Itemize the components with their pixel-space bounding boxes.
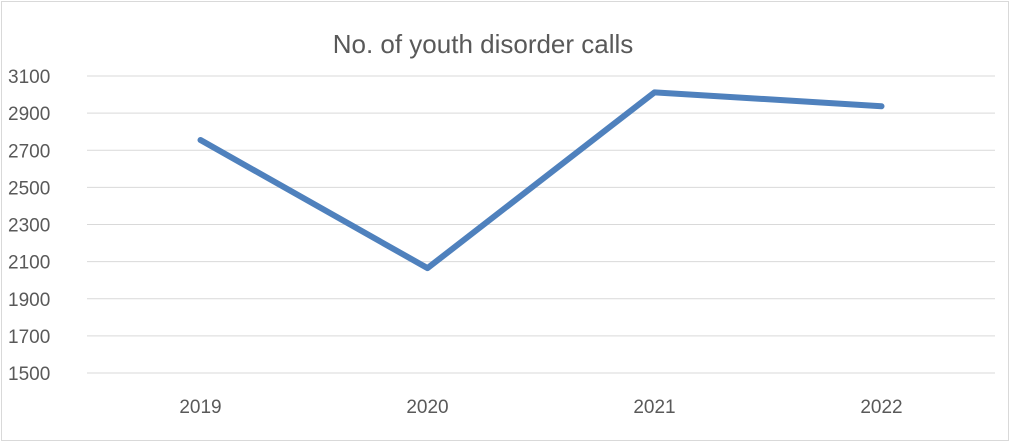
data-point <box>654 91 655 93</box>
data-point <box>881 105 882 107</box>
y-tick-label: 1500 <box>8 364 50 385</box>
data-point <box>427 267 428 269</box>
y-tick-label: 3100 <box>8 67 50 88</box>
x-tick-label: 2020 <box>406 397 448 418</box>
series-layer <box>197 89 885 272</box>
gridlines <box>87 75 995 374</box>
x-tick-label: 2021 <box>633 397 675 418</box>
y-tick-label: 2500 <box>8 178 50 199</box>
x-tick-label: 2022 <box>860 397 902 418</box>
y-tick-label: 1900 <box>8 290 50 311</box>
y-tick-label: 2100 <box>8 253 50 274</box>
x-axis-ticks: 2019 2020 2021 2022 <box>179 397 902 418</box>
data-point <box>200 139 201 141</box>
y-tick-label: 2300 <box>8 216 50 237</box>
x-tick-label: 2019 <box>179 397 221 418</box>
chart-title: No. of youth disorder calls <box>333 29 634 59</box>
y-tick-label: 2700 <box>8 141 50 162</box>
series-line <box>197 89 885 272</box>
y-axis-ticks: 1500 1700 1900 2100 2300 2500 2700 2900 3100 <box>8 67 50 385</box>
y-tick-label: 1700 <box>8 327 50 348</box>
y-tick-label: 2900 <box>8 104 50 125</box>
